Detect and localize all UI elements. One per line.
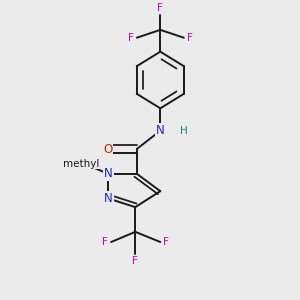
Text: methyl: methyl — [63, 158, 99, 169]
Text: F: F — [163, 237, 169, 247]
Text: N: N — [156, 124, 165, 137]
Text: O: O — [103, 142, 112, 155]
Text: F: F — [132, 256, 138, 266]
Text: F: F — [102, 237, 108, 247]
Text: F: F — [187, 33, 193, 43]
Text: H: H — [180, 126, 188, 136]
Text: F: F — [158, 3, 163, 13]
Text: F: F — [128, 33, 134, 43]
Text: N: N — [104, 167, 112, 180]
Text: N: N — [104, 192, 112, 205]
